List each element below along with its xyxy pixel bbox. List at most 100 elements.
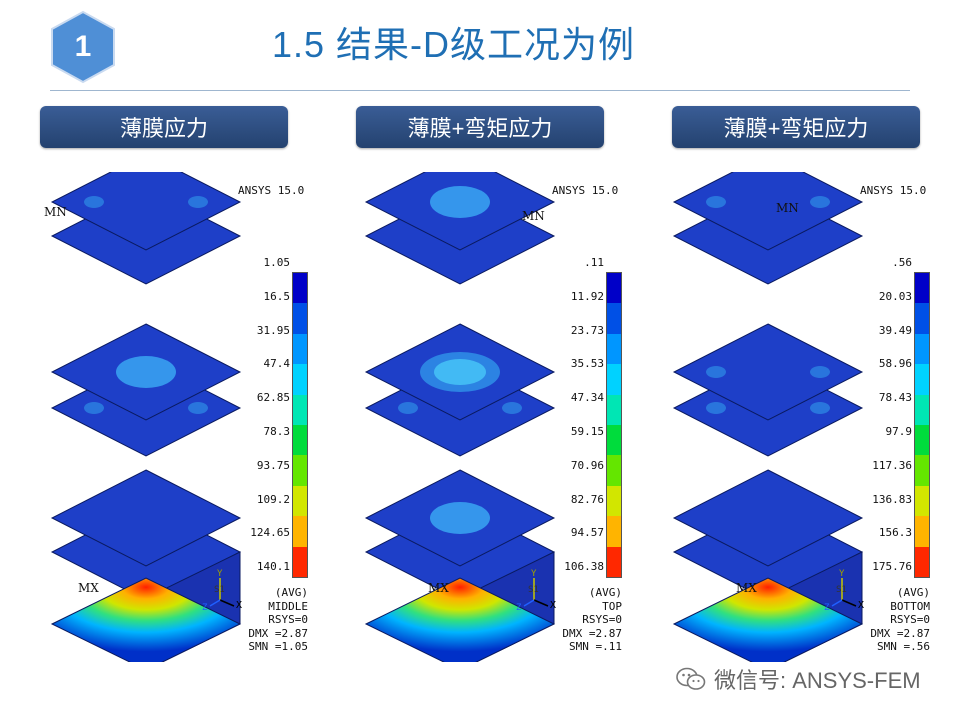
legend-swatch [915,424,929,456]
solution-info-line: DMX =2.87 [248,626,308,640]
shell-plate [50,153,242,251]
legend-swatch [293,333,307,365]
legend-value-label: .11 [584,256,604,269]
min-marker-label: MN [44,205,67,219]
panel-header-membrane-bending-top: 薄膜+弯矩应力 [356,106,604,148]
legend-swatch [915,546,929,577]
svg-text:Y: Y [531,569,537,579]
legend-swatch [607,485,621,517]
solution-info-line: TOP [602,599,622,613]
slide-number: 1 [74,30,92,63]
max-marker-label: MX [736,581,757,595]
legend-swatch [607,424,621,456]
ansys-version-label: ANSYS 15.0 [552,184,619,197]
legend-value-label: 117.36 [872,458,912,472]
legend-swatch [293,516,307,547]
legend-value-label: 16.5 [263,289,291,303]
solution-info-line: MIDDLE [268,599,308,613]
contour-base [50,551,242,671]
legend-swatch [293,424,307,456]
svg-text:X: X [236,600,242,611]
contour-base [364,551,556,671]
panel-header-membrane: 薄膜应力 [40,106,288,148]
legend-value-label: 35.53 [570,357,604,371]
svg-text:Z: Z [516,603,522,613]
legend-value-label: 124.65 [250,526,290,540]
shell-plate [364,469,556,567]
solution-info-line: SMN =1.05 [248,640,308,653]
min-marker-label: MN [522,209,545,223]
shell-plate [50,469,242,567]
legend-value-label: 31.95 [256,323,290,337]
legend-swatch [607,364,621,395]
title-divider [50,90,910,91]
ansys-version-label: ANSYS 15.0 [238,184,305,197]
contour-panel: MN MX X Y Z S1 ANSYS 15.0 .56 20.03 39.49 58.96 78.… [646,153,952,671]
legend-swatch [293,455,307,486]
color-legend-bar [914,272,930,578]
svg-text:Z: Z [824,603,830,613]
stress-contour-plot: MN MX X Y Z S1 [364,153,556,671]
legend-value-label: 70.96 [570,458,604,472]
legend-value-label: 97.9 [885,425,913,438]
max-marker-label: MX [78,581,99,595]
legend-swatch [293,364,307,395]
legend-swatch [915,303,929,334]
solution-info-line: SMN =.56 [877,640,930,653]
shell-plate [364,323,556,421]
legend-swatch [915,394,929,425]
legend-swatch [607,303,621,334]
solution-info-line: DMX =2.87 [562,626,622,640]
legend-value-label: 109.2 [256,492,290,506]
solution-info-line: SMN =.11 [569,640,622,653]
solution-info-line: (AVG) [588,586,622,599]
legend-value-label: 39.49 [878,323,912,337]
legend-swatch [607,273,621,304]
solution-info-line: DMX =2.87 [870,626,930,640]
solution-info-line: RSYS=0 [890,613,930,626]
shell-plate [672,153,864,251]
legend-value-label: 1.05 [263,256,291,269]
legend-swatch [915,273,929,304]
legend-value-label: 140.1 [256,560,290,574]
panel-header-membrane-bending-bottom: 薄膜+弯矩应力 [672,106,920,148]
svg-text:S1: S1 [528,585,539,595]
slide-title: 1.5 结果-D级工况为例 [272,24,636,65]
contour-panel: MN MX X Y Z S1 ANSYS 15.0 1.05 16.5 31.95 47.4 62.8… [24,153,330,671]
min-marker-label: MN [776,201,799,215]
legend-value-label: .56 [892,256,912,269]
legend-value-label: 175.76 [872,560,912,574]
legend-swatch [915,485,929,517]
legend-swatch [915,364,929,395]
legend-value-label: 11.92 [570,289,604,303]
legend-swatch [293,273,307,304]
svg-text:S1: S1 [214,585,225,595]
svg-text:S1: S1 [836,585,847,595]
legend-swatch [293,485,307,517]
solution-info-line: (AVG) [896,586,930,599]
legend-value-label: 136.83 [872,492,912,506]
legend-swatch [915,516,929,547]
legend-value-label: 47.34 [570,391,604,405]
svg-text:Y: Y [839,569,845,579]
shell-plate [672,323,864,421]
color-legend-bar [606,272,622,578]
solution-info-line: RSYS=0 [582,613,622,626]
legend-swatch [607,455,621,486]
legend-value-label: 47.4 [263,357,291,371]
watermark: 微信号: ANSYS-FEM [676,663,921,695]
ansys-version-label: ANSYS 15.0 [860,184,927,197]
solution-info-line: (AVG) [274,586,308,599]
legend-value-label: 93.75 [256,458,290,472]
legend-value-label: 94.57 [570,526,604,540]
watermark-text: 微信号: ANSYS-FEM [714,668,921,693]
solution-info-line: BOTTOM [890,599,930,613]
legend-swatch [293,546,307,577]
legend-value-label: 23.73 [570,323,604,337]
legend-swatch [293,303,307,334]
contour-panel: MN MX X Y Z S1 ANSYS 15.0 .11 11.92 23.73 35.53 47.… [338,153,644,671]
wechat-icon [676,667,706,690]
legend-value-label: 20.03 [878,289,912,303]
stress-contour-plot: MN MX X Y Z S1 [44,153,242,671]
coordinate-triad-icon: X Y Z S1 [824,569,864,613]
